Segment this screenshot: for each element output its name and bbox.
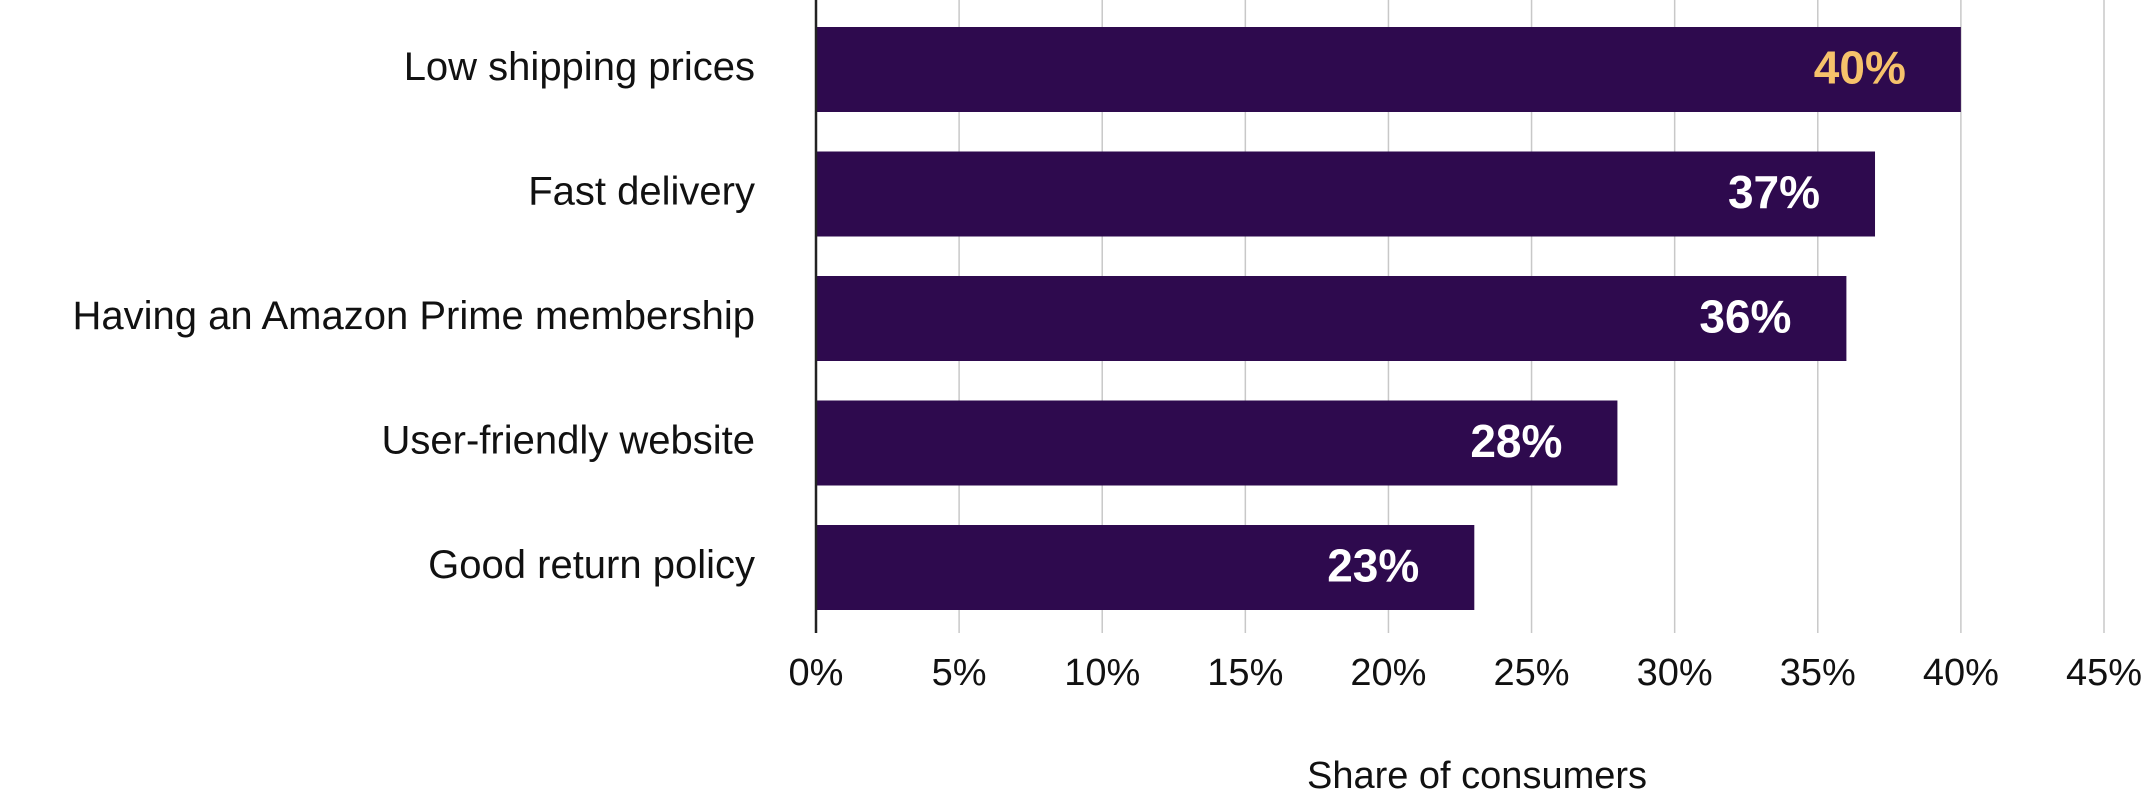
bar [816, 27, 1961, 112]
value-label: 28% [1470, 415, 1562, 467]
x-tick-label: 20% [1350, 652, 1426, 694]
y-tick-label: User-friendly website [382, 419, 755, 463]
y-tick-label: Fast delivery [528, 170, 755, 214]
bar [816, 276, 1847, 361]
x-axis-title: Share of consumers [1307, 755, 1647, 797]
x-tick-label: 35% [1780, 652, 1856, 694]
value-label: 40% [1814, 42, 1906, 94]
x-tick-label: 5% [932, 652, 987, 694]
x-tick-label: 25% [1494, 652, 1570, 694]
y-tick-label: Low shipping prices [404, 45, 755, 89]
value-label: 23% [1327, 540, 1419, 592]
x-tick-label: 10% [1064, 652, 1140, 694]
bar [816, 151, 1876, 237]
bar [816, 400, 1618, 486]
x-tick-label: 0% [789, 652, 844, 694]
x-tick-label: 15% [1207, 652, 1283, 694]
value-label: 36% [1699, 291, 1791, 343]
bar [816, 525, 1475, 610]
value-label: 37% [1728, 166, 1820, 218]
x-tick-label: 40% [1923, 652, 1999, 694]
y-tick-label: Good return policy [428, 543, 755, 587]
x-tick-label: 45% [2066, 652, 2142, 694]
y-tick-label: Having an Amazon Prime membership [72, 294, 755, 338]
x-tick-label: 30% [1637, 652, 1713, 694]
